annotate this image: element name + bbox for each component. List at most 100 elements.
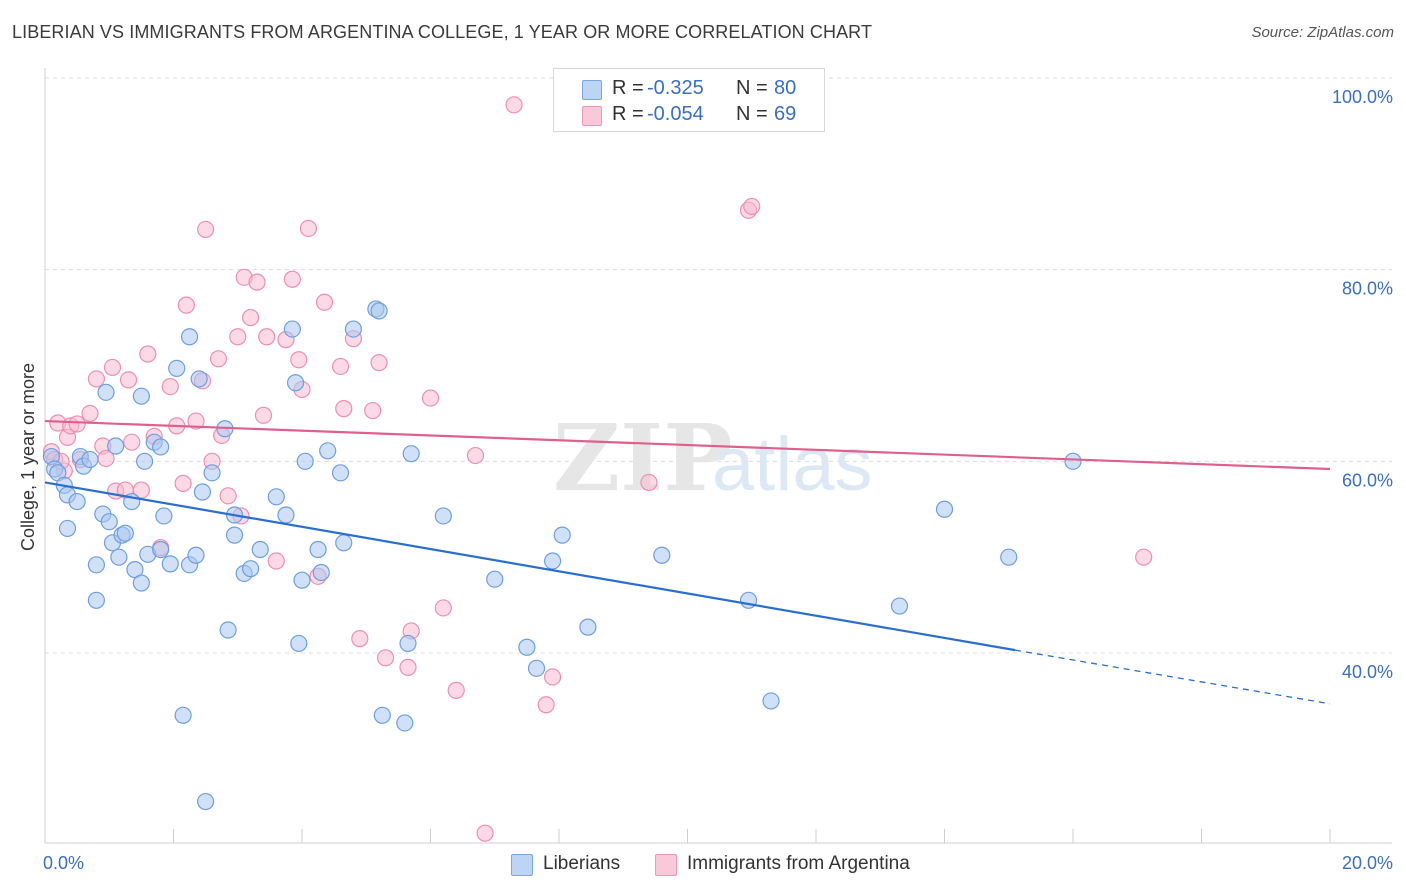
liberian-point bbox=[107, 437, 125, 455]
argentina-point bbox=[434, 599, 452, 617]
argentina-point bbox=[421, 389, 440, 407]
liberian-point bbox=[87, 556, 106, 574]
argentina-point bbox=[376, 649, 395, 667]
argentina-point bbox=[537, 696, 555, 714]
liberian-point bbox=[399, 634, 417, 653]
liberian-point bbox=[335, 534, 353, 552]
liberian-point bbox=[1064, 452, 1082, 470]
series-legend: Liberians Immigrants from Argentina bbox=[0, 852, 1406, 878]
liberian-point bbox=[402, 445, 420, 463]
argentina-point bbox=[543, 668, 562, 686]
legend-swatch-blue bbox=[582, 80, 602, 100]
legend-n-label: N = bbox=[736, 77, 768, 99]
liberian-point bbox=[434, 507, 452, 525]
legend-r-label: R = bbox=[612, 103, 644, 125]
watermark-zip: ZIP bbox=[553, 404, 732, 512]
liberian-point bbox=[110, 548, 128, 566]
legend-r-value: -0.054 bbox=[647, 103, 704, 125]
liberian-point bbox=[190, 370, 208, 388]
liberian-point bbox=[197, 792, 215, 811]
argentina-point bbox=[1135, 548, 1153, 566]
liberian-point bbox=[331, 464, 350, 482]
legend-swatch-pink bbox=[582, 106, 602, 126]
argentina-point bbox=[187, 412, 205, 430]
y-tick-label: 60.0% bbox=[1342, 470, 1393, 490]
liberian-point bbox=[543, 552, 562, 570]
liberian-point bbox=[319, 442, 337, 460]
liberian-point bbox=[890, 597, 909, 615]
series-legend-label: Immigrants from Argentina bbox=[687, 853, 910, 874]
liberian-point bbox=[935, 500, 954, 518]
x-tick-label: 0.0% bbox=[43, 853, 84, 873]
liberian-point bbox=[762, 692, 780, 710]
liberian-point bbox=[251, 540, 269, 559]
correlation-legend: R = -0.325 N = 80 R = -0.054 N = 69 bbox=[553, 68, 825, 132]
liberian-point bbox=[293, 571, 311, 589]
liberian-point bbox=[225, 526, 244, 544]
argentina-point bbox=[331, 357, 350, 376]
liberian-point bbox=[344, 320, 362, 338]
liberian-point bbox=[286, 374, 305, 392]
argentina-point bbox=[103, 358, 122, 377]
argentina-point bbox=[209, 350, 228, 368]
liberian-point bbox=[309, 540, 327, 559]
argentina-point bbox=[177, 296, 195, 314]
argentina-point bbox=[505, 96, 523, 114]
liberian-point bbox=[152, 540, 170, 559]
liberian-point bbox=[116, 524, 134, 542]
liberian-point bbox=[174, 706, 192, 724]
liberian-point bbox=[155, 507, 173, 525]
argentina-point bbox=[299, 219, 318, 238]
liberian-point bbox=[242, 560, 260, 578]
argentina-point bbox=[123, 433, 141, 451]
argentina-point bbox=[267, 552, 285, 570]
liberian-point bbox=[527, 659, 546, 677]
y-axis-label: College, 1 year or more bbox=[18, 363, 38, 551]
liberian-point bbox=[161, 555, 179, 573]
liberian-point bbox=[193, 483, 212, 501]
liberian-point bbox=[283, 320, 301, 338]
liberian-point bbox=[553, 526, 571, 544]
argentina-point bbox=[743, 197, 761, 216]
liberian-point bbox=[87, 591, 106, 609]
liberian-point bbox=[518, 638, 536, 656]
argentina-point bbox=[399, 658, 417, 676]
liberian-point bbox=[312, 563, 330, 582]
argentina-point bbox=[242, 308, 260, 327]
series-swatch-blue bbox=[511, 854, 533, 876]
legend-r-value: -0.325 bbox=[647, 77, 704, 99]
liberian-point bbox=[168, 359, 186, 377]
argentina-point bbox=[68, 415, 86, 433]
liberian-point bbox=[100, 513, 118, 531]
argentina-point bbox=[87, 370, 106, 388]
watermark-atlas: atlas bbox=[712, 422, 873, 507]
argentina-point bbox=[254, 406, 273, 424]
y-tick-label: 40.0% bbox=[1342, 662, 1393, 682]
legend-n-value: 80 bbox=[774, 77, 797, 99]
argentina-point bbox=[370, 354, 388, 372]
argentina-point bbox=[364, 401, 382, 420]
argentina-point bbox=[476, 824, 494, 842]
liberian-point bbox=[1000, 548, 1018, 566]
argentina-point bbox=[315, 293, 334, 311]
argentina-point bbox=[229, 328, 247, 346]
liberian-point bbox=[187, 546, 205, 564]
liberian-point bbox=[68, 492, 86, 511]
argentina-point bbox=[351, 630, 369, 648]
argentina-point bbox=[258, 328, 276, 346]
y-tick-label: 80.0% bbox=[1342, 279, 1393, 299]
argentina-point bbox=[161, 377, 179, 396]
argentina-point bbox=[81, 404, 99, 423]
liberian-point bbox=[579, 618, 597, 636]
liberian-point bbox=[373, 706, 391, 724]
liberian-point bbox=[81, 450, 99, 469]
argentina-point bbox=[447, 681, 465, 699]
argentina-point bbox=[283, 270, 301, 288]
argentina-point bbox=[248, 273, 266, 291]
legend-n-value: 69 bbox=[774, 103, 797, 125]
liberian-point bbox=[290, 634, 308, 653]
liberian-point bbox=[135, 452, 154, 470]
liberian-point bbox=[132, 387, 150, 405]
legend-n-label: N = bbox=[736, 103, 768, 125]
